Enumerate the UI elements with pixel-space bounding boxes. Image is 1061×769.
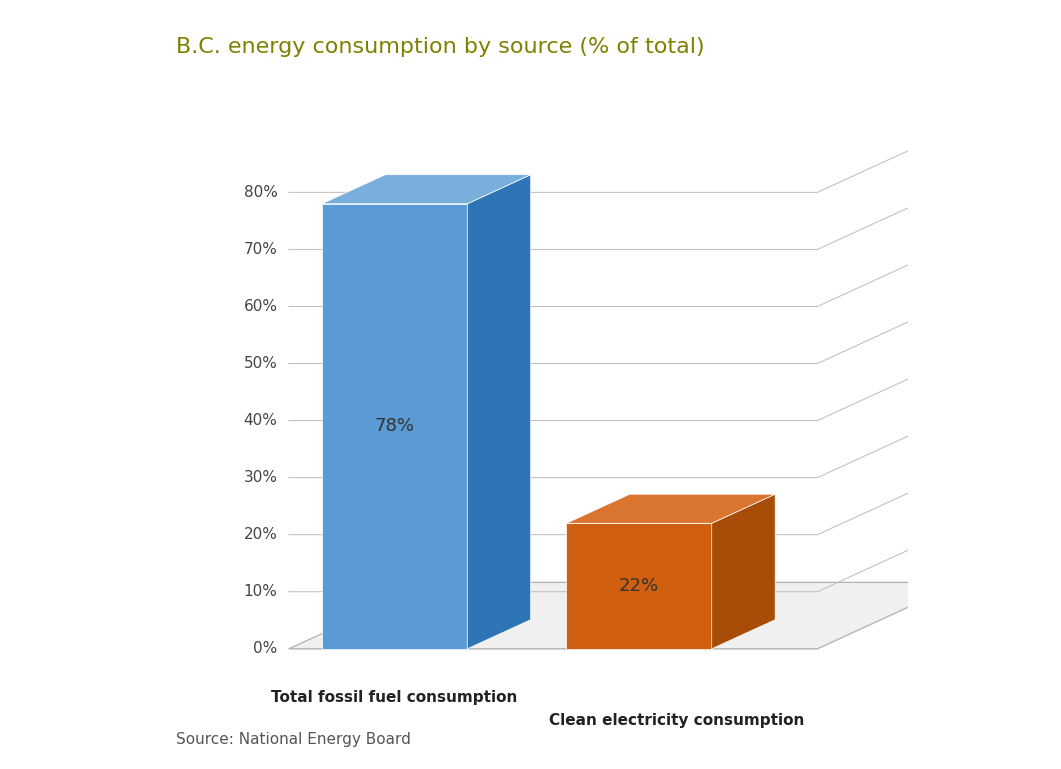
Text: 22%: 22% [619, 577, 659, 595]
Polygon shape [712, 494, 776, 649]
Text: 20%: 20% [244, 528, 278, 542]
Text: Clean electricity consumption: Clean electricity consumption [550, 713, 804, 728]
Text: 60%: 60% [244, 299, 278, 314]
Text: B.C. energy consumption by source (% of total): B.C. energy consumption by source (% of … [176, 37, 705, 57]
Polygon shape [289, 582, 962, 649]
Text: 80%: 80% [244, 185, 278, 200]
Text: Source: National Energy Board: Source: National Energy Board [176, 732, 411, 747]
Polygon shape [321, 204, 467, 649]
Polygon shape [567, 523, 712, 649]
Polygon shape [567, 494, 776, 523]
Text: Total fossil fuel consumption: Total fossil fuel consumption [272, 691, 518, 705]
Text: 70%: 70% [244, 242, 278, 257]
Text: 78%: 78% [375, 418, 415, 435]
Text: 50%: 50% [244, 356, 278, 371]
Polygon shape [467, 175, 530, 649]
Text: 10%: 10% [244, 584, 278, 599]
Text: 30%: 30% [244, 470, 278, 485]
Text: 40%: 40% [244, 413, 278, 428]
Text: 0%: 0% [254, 641, 278, 656]
Polygon shape [321, 175, 530, 204]
